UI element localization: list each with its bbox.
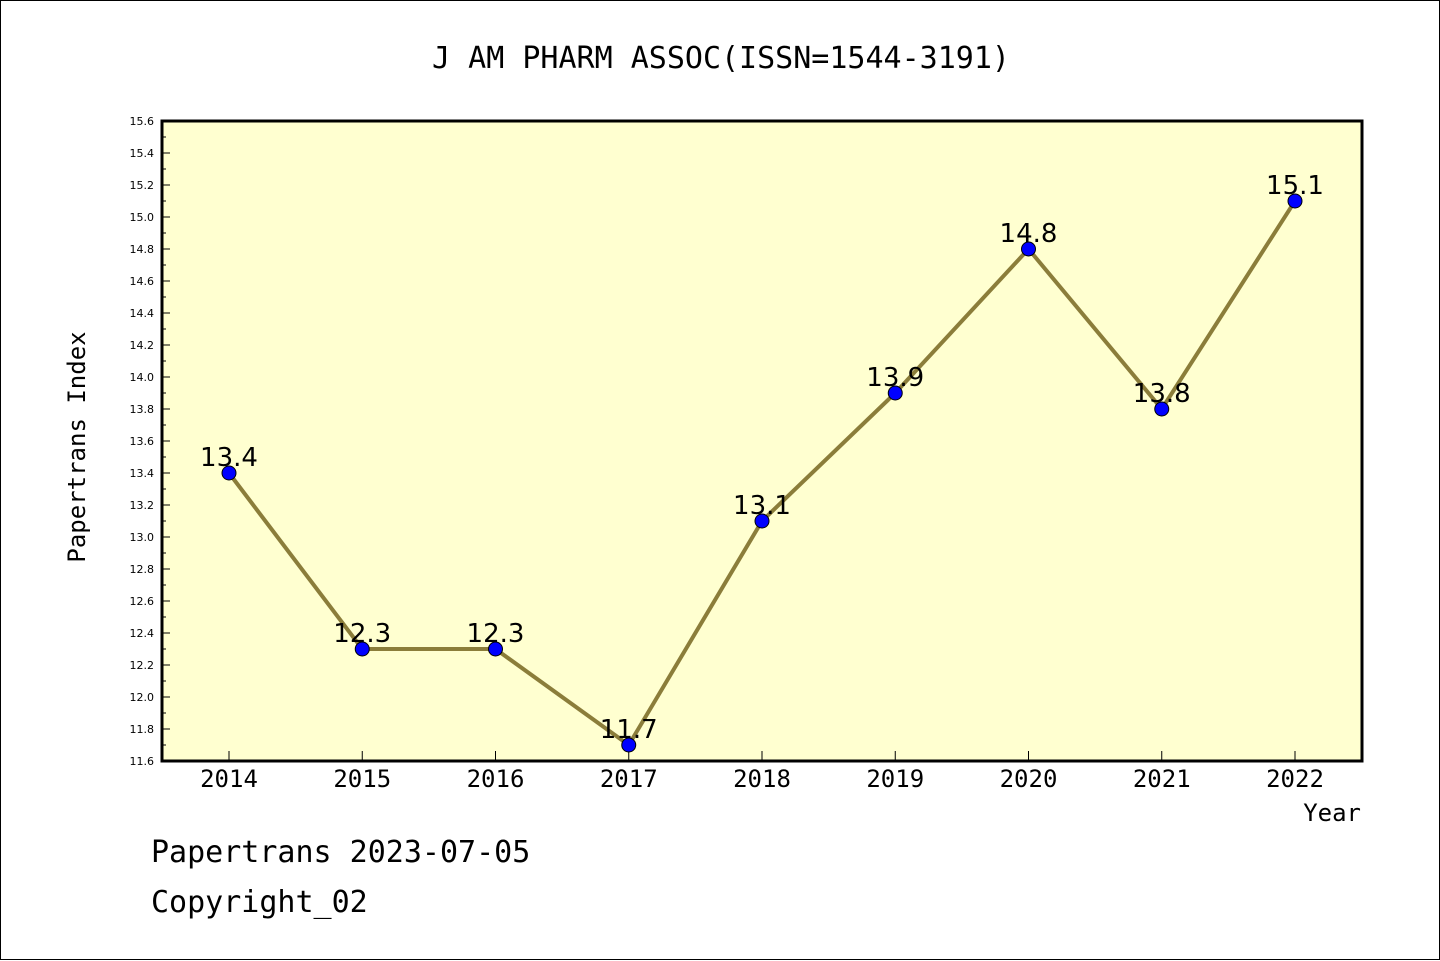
chart-title: J AM PHARM ASSOC(ISSN=1544-3191) <box>432 41 1010 76</box>
y-tick-label: 12.0 <box>130 691 155 704</box>
y-axis: 11.6 11.8 12.0 12.2 12.4 12.6 12.8 13.0 13.2 13.4… <box>130 115 170 768</box>
x-tick-label: 2019 <box>866 765 924 793</box>
y-axis-label: Papertrans Index <box>63 331 91 562</box>
y-tick-label: 12.2 <box>130 659 155 672</box>
x-axis-label: Year <box>1303 799 1361 827</box>
footer-date: Papertrans 2023-07-05 <box>151 835 531 870</box>
data-point <box>221 465 237 481</box>
data-label: 13.8 <box>1133 379 1191 409</box>
y-tick-label: 15.2 <box>130 179 155 192</box>
x-tick-label: 2016 <box>467 765 525 793</box>
y-tick-label: 12.4 <box>130 627 155 640</box>
x-tick-label: 2018 <box>733 765 791 793</box>
data-point <box>887 385 903 401</box>
y-tick-label: 13.2 <box>130 499 155 512</box>
footer-copyright: Copyright_02 <box>151 885 368 920</box>
y-tick-label: 13.0 <box>130 531 155 544</box>
data-label: 12.3 <box>333 619 391 649</box>
y-tick-label: 11.6 <box>130 755 155 768</box>
y-tick-label: 11.8 <box>130 723 155 736</box>
x-tick-label: 2022 <box>1266 765 1324 793</box>
data-label: 11.7 <box>600 715 658 745</box>
y-tick-label: 13.4 <box>130 467 155 480</box>
data-label: 15.1 <box>1266 171 1324 201</box>
y-tick-label: 14.4 <box>130 307 155 320</box>
data-point <box>754 513 770 529</box>
plot-area <box>160 119 1364 763</box>
y-tick-label: 13.6 <box>130 435 155 448</box>
y-tick-label: 14.0 <box>130 371 155 384</box>
y-tick-label: 15.4 <box>130 147 155 160</box>
x-tick-label: 2020 <box>1000 765 1058 793</box>
y-tick-label: 14.6 <box>130 275 155 288</box>
y-tick-label: 12.8 <box>130 563 155 576</box>
y-tick-label: 12.6 <box>130 595 155 608</box>
y-tick-label: 13.8 <box>130 403 155 416</box>
x-axis: 2014 2015 2016 2017 2018 2019 2020 2021 2022 <box>200 751 1324 793</box>
data-point <box>621 737 637 753</box>
y-tick-label: 14.8 <box>130 243 155 256</box>
x-tick-label: 2017 <box>600 765 658 793</box>
series-layer: 13.4 12.3 12.3 11.7 13.1 13.9 14.8 13.8 15.1 <box>200 171 1324 753</box>
x-tick-label: 2021 <box>1133 765 1191 793</box>
data-label: 13.4 <box>200 443 258 473</box>
data-point <box>488 641 503 657</box>
y-tick-label: 14.2 <box>130 339 155 352</box>
x-tick-label: 2015 <box>333 765 391 793</box>
data-point <box>354 641 370 657</box>
y-tick-label: 15.0 <box>130 211 155 224</box>
data-point <box>1154 401 1170 417</box>
data-label: 13.1 <box>733 491 791 521</box>
y-tick-label: 15.6 <box>130 115 155 128</box>
data-point <box>1287 193 1303 209</box>
data-label: 12.3 <box>467 619 525 649</box>
x-tick-label: 2014 <box>200 765 258 793</box>
data-label: 13.9 <box>866 363 924 393</box>
data-point <box>1021 241 1036 257</box>
data-label: 14.8 <box>1000 219 1058 249</box>
